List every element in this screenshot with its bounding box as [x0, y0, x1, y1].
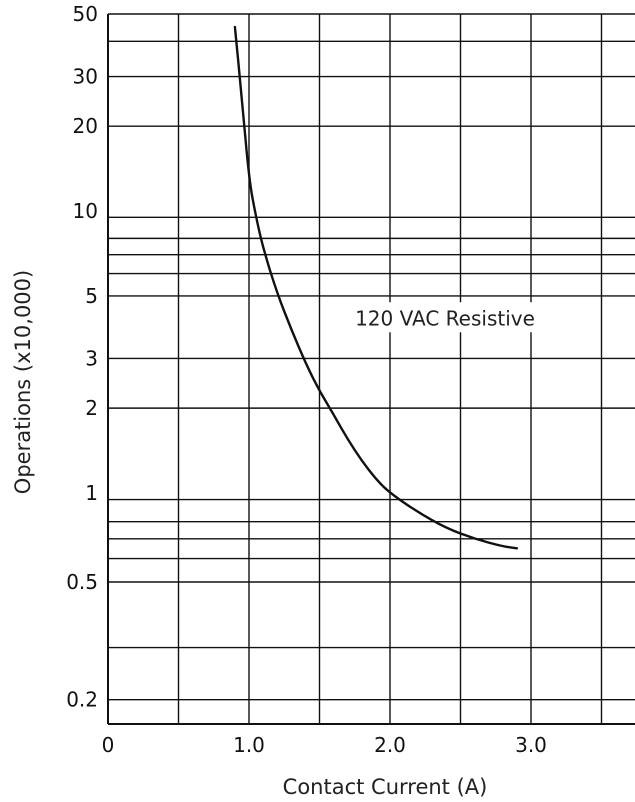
y-tick-label: 20: [73, 114, 98, 138]
y-tick-label: 3: [85, 346, 98, 370]
x-tick-label: 0: [102, 733, 115, 757]
y-tick-label: 0.2: [66, 688, 98, 712]
curves: [233, 25, 519, 550]
y-tick-label: 10: [73, 199, 98, 223]
y-axis-title: Operations (x10,000): [11, 270, 35, 494]
x-tick-label: 1.0: [233, 733, 265, 757]
annotation-background: [333, 302, 561, 333]
y-tick-label: 30: [73, 65, 98, 89]
y-tick-labels: 50 30 20 10 5 3 2 1 0.5 0.2: [66, 2, 98, 712]
x-tick-label: 3.0: [515, 733, 547, 757]
y-tick-label: 50: [73, 2, 98, 26]
x-axis-title: Contact Current (A): [283, 775, 488, 799]
annotation-label: 120 VAC Resistive: [355, 306, 535, 330]
y-tick-label: 0.5: [66, 570, 98, 594]
x-tick-labels: 0 1.0 2.0 3.0: [102, 733, 547, 757]
annotations: 120 VAC Resistive: [333, 302, 561, 333]
grid: [107, 13, 635, 725]
x-tick-label: 2.0: [374, 733, 406, 757]
y-tick-label: 5: [85, 284, 98, 308]
series-line: [233, 25, 519, 550]
y-tick-label: 1: [85, 481, 98, 505]
y-tick-label: 2: [85, 396, 98, 420]
